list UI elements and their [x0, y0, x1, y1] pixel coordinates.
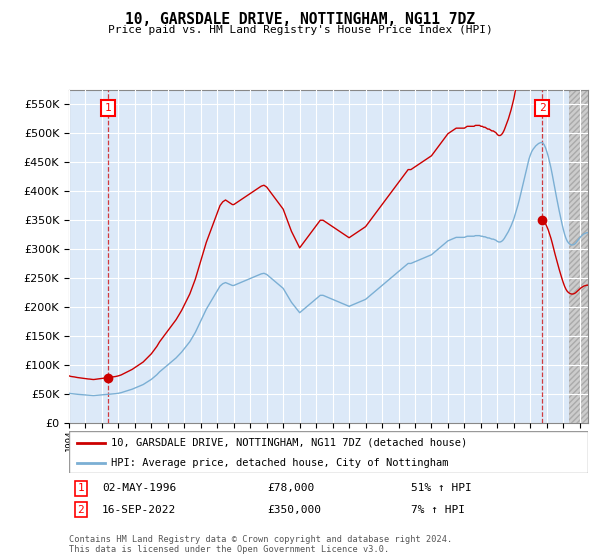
Text: Contains HM Land Registry data © Crown copyright and database right 2024.
This d: Contains HM Land Registry data © Crown c… [69, 535, 452, 554]
Text: 02-MAY-1996: 02-MAY-1996 [102, 483, 176, 493]
Text: Price paid vs. HM Land Registry's House Price Index (HPI): Price paid vs. HM Land Registry's House … [107, 25, 493, 35]
Text: 10, GARSDALE DRIVE, NOTTINGHAM, NG11 7DZ (detached house): 10, GARSDALE DRIVE, NOTTINGHAM, NG11 7DZ… [110, 438, 467, 448]
Text: 1: 1 [77, 483, 85, 493]
Text: 16-SEP-2022: 16-SEP-2022 [102, 505, 176, 515]
Text: 2: 2 [539, 103, 545, 113]
Text: £78,000: £78,000 [267, 483, 314, 493]
Text: 10, GARSDALE DRIVE, NOTTINGHAM, NG11 7DZ: 10, GARSDALE DRIVE, NOTTINGHAM, NG11 7DZ [125, 12, 475, 27]
Text: 1: 1 [104, 103, 112, 113]
Text: HPI: Average price, detached house, City of Nottingham: HPI: Average price, detached house, City… [110, 458, 448, 468]
Text: 2: 2 [77, 505, 85, 515]
Bar [569, 90, 588, 423]
Text: 7% ↑ HPI: 7% ↑ HPI [411, 505, 465, 515]
Text: £350,000: £350,000 [267, 505, 321, 515]
Text: 51% ↑ HPI: 51% ↑ HPI [411, 483, 472, 493]
